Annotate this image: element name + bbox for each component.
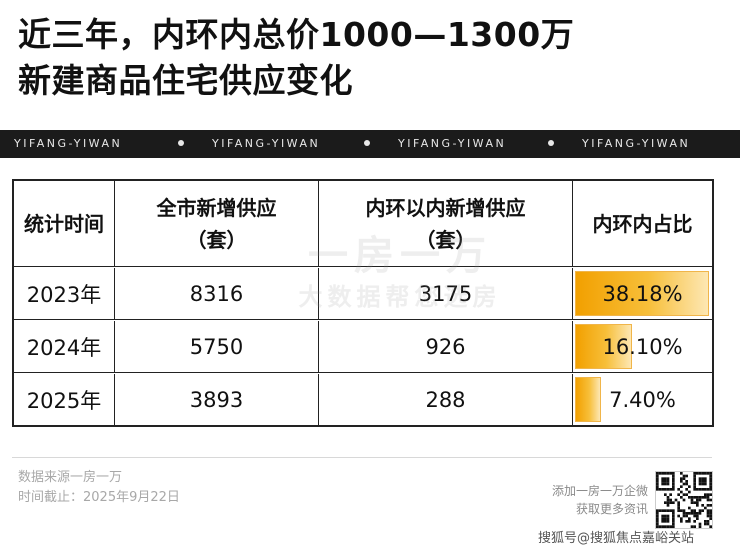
qr-code-graphic: [656, 472, 712, 528]
header-inner-supply-label: 内环以内新增供应: [365, 195, 526, 220]
share-label: 7.40%: [609, 387, 676, 412]
cell-inner-supply: 926: [319, 321, 573, 372]
source-label: 数据来源一房一万: [18, 470, 123, 485]
header-city-supply-unit: （套）: [186, 227, 247, 252]
cell-city-supply: 8316: [115, 268, 319, 319]
title-line-2: 新建商品住宅供应变化: [18, 61, 353, 100]
cell-inner-share: 16.10%: [573, 321, 712, 372]
cell-year: 2025年: [14, 374, 115, 425]
brand-strip-text: YIFANG-YIWAN: [398, 137, 507, 150]
cell-city-supply: 5750: [115, 321, 319, 372]
share-bar: [575, 377, 601, 422]
supply-table: 统计时间 全市新增供应 （套） 内环以内新增供应 （套） 内环内占比 2023年…: [12, 179, 714, 427]
header-period-label: 统计时间: [24, 211, 104, 236]
strip-dot: [178, 140, 184, 146]
header-inner-share-label: 内环内占比: [592, 211, 693, 236]
cell-inner-supply: 3175: [319, 268, 573, 319]
share-label: 38.18%: [602, 281, 683, 306]
brand-strip: YIFANG-YIWAN YIFANG-YIWAN YIFANG-YIWAN Y…: [0, 130, 740, 158]
strip-dot: [548, 140, 554, 146]
share-bar: [575, 324, 632, 369]
brand-strip-text: YIFANG-YIWAN: [212, 137, 321, 150]
qr-code-icon[interactable]: [655, 471, 713, 529]
table-header-row: 统计时间 全市新增供应 （套） 内环以内新增供应 （套） 内环内占比: [14, 181, 712, 267]
cell-inner-supply: 288: [319, 374, 573, 425]
cell-year: 2024年: [14, 321, 115, 372]
share-label: 16.10%: [602, 334, 683, 359]
source-note: 数据来源一房一万 时间截止：2025年9月22日: [18, 468, 180, 508]
table-row: 2024年 5750 926 16.10%: [14, 321, 712, 373]
header-inner-share: 内环内占比: [573, 181, 712, 266]
header-inner-supply-unit: （套）: [415, 227, 476, 252]
title-line-1: 近三年，内环内总价1000—1300万: [18, 15, 575, 54]
header-city-supply: 全市新增供应 （套）: [115, 181, 319, 266]
page-title: 近三年，内环内总价1000—1300万 新建商品住宅供应变化: [18, 12, 728, 104]
header-period: 统计时间: [14, 181, 115, 266]
table-row: 2025年 3893 288 7.40%: [14, 374, 712, 425]
brand-strip-text: YIFANG-YIWAN: [582, 137, 691, 150]
table-row: 2023年 8316 3175 38.18%: [14, 268, 712, 320]
credit-label: 搜狐号@搜狐焦点嘉峪关站: [538, 531, 695, 546]
cell-inner-share: 7.40%: [573, 374, 712, 425]
cell-year: 2023年: [14, 268, 115, 319]
brand-strip-text: YIFANG-YIWAN: [14, 137, 123, 150]
promo-line-1: 添加一房一万企微: [551, 484, 648, 498]
header-city-supply-label: 全市新增供应: [156, 195, 277, 220]
cell-inner-share: 38.18%: [573, 268, 712, 319]
promo-text: 添加一房一万企微 获取更多资讯: [520, 482, 648, 518]
header-inner-supply: 内环以内新增供应 （套）: [319, 181, 573, 266]
footer-divider: [12, 457, 712, 458]
strip-dot: [364, 140, 370, 146]
promo-line-2: 获取更多资讯: [575, 502, 648, 516]
date-label: 时间截止：2025年9月22日: [18, 490, 180, 505]
cell-city-supply: 3893: [115, 374, 319, 425]
share-bar: [575, 271, 709, 316]
